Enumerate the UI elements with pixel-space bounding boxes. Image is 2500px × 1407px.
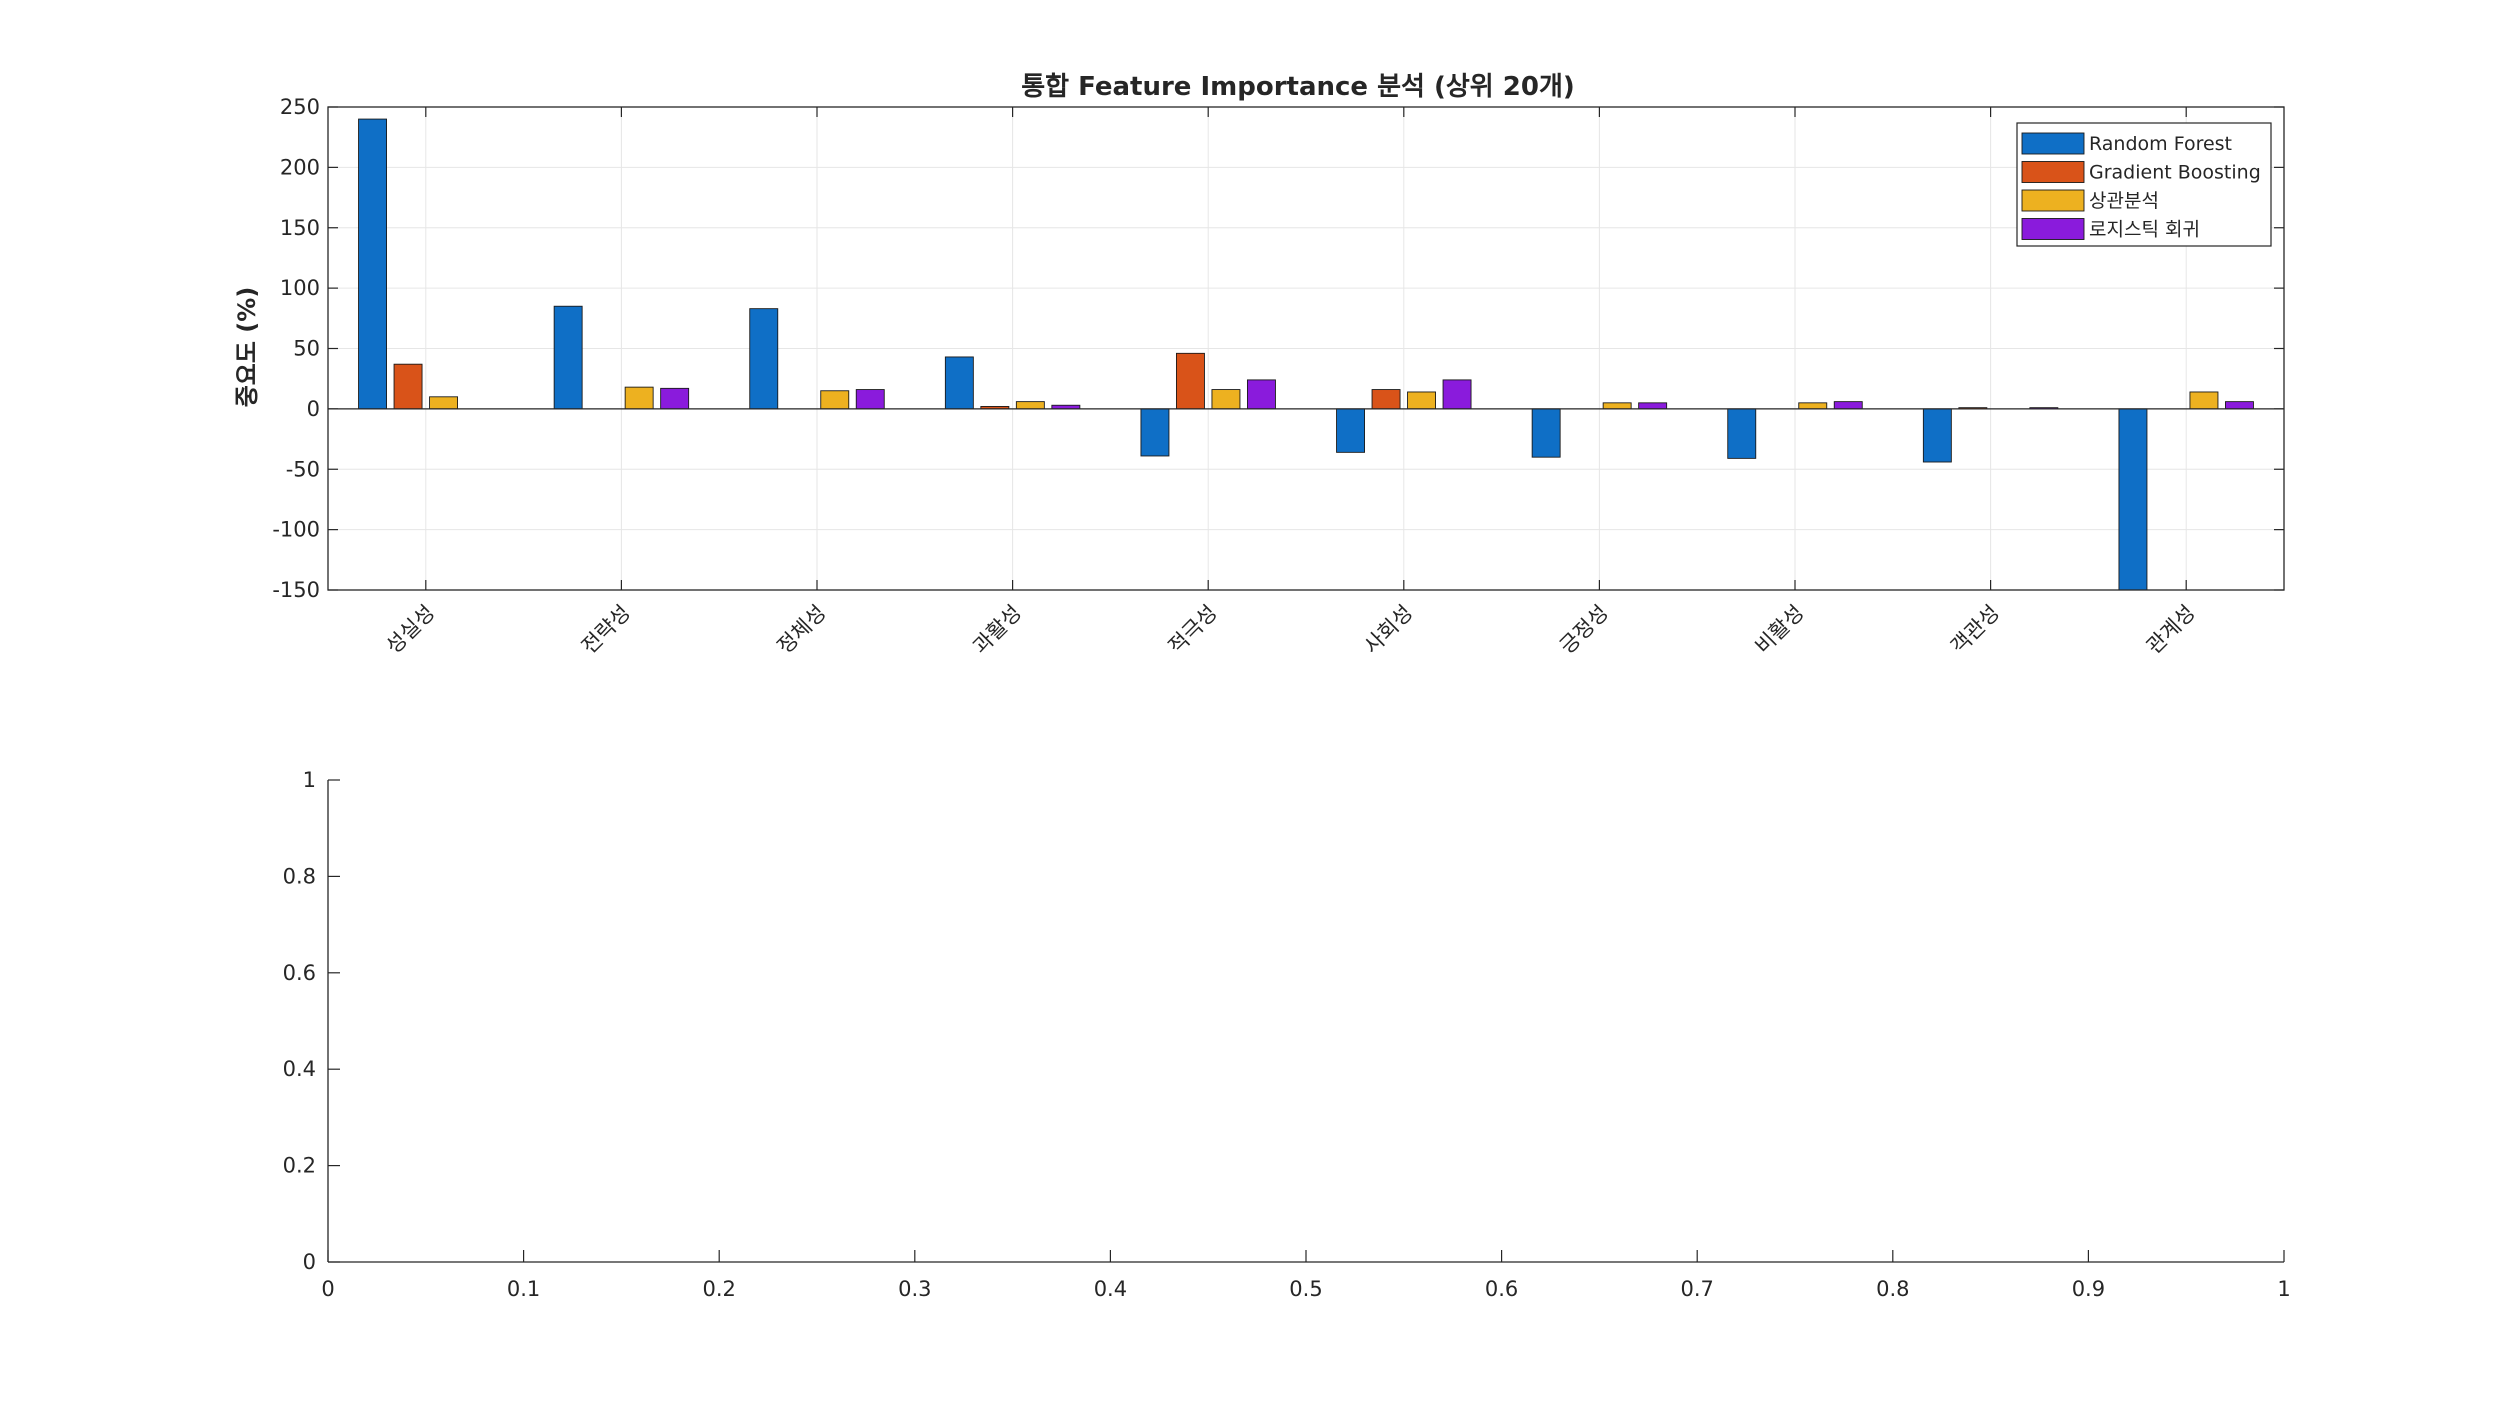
bar-gradient-boosting-5 [1371, 389, 1401, 410]
legend-label: Random Forest [2089, 133, 2232, 155]
bottom-x-tick-labels: 0 0.1 0.2 0.3 0.4 0.5 0.6 0.7 0.8 0.9 1 [321, 1250, 2291, 1301]
bar-random-forest-1 [553, 305, 583, 410]
bottom-x-tick-label: 0.8 [1876, 1277, 1909, 1301]
bar-random-forest-8 [1922, 408, 1952, 463]
y-tick-label: 150 [280, 216, 320, 240]
y-tick-label: 50 [293, 337, 320, 361]
bottom-y-tick-labels: 0 0.2 0.4 0.6 0.8 1 [283, 768, 340, 1274]
legend-swatch [2021, 161, 2085, 183]
bar-로지스틱-회귀-1 [660, 387, 690, 410]
bar-random-forest-4 [1140, 408, 1170, 457]
bar-상관분석-1 [624, 386, 654, 410]
y-tick-label: -150 [272, 578, 320, 602]
legend-swatch [2021, 218, 2085, 240]
grid-lines [328, 106, 2284, 591]
bar-로지스틱-회귀-9 [2224, 401, 2254, 410]
bottom-x-tick-label: 0.5 [1289, 1277, 1322, 1301]
bottom-x-tick-label: 0.4 [1094, 1277, 1127, 1301]
bar-series [358, 118, 2254, 591]
y-tick-label: 100 [280, 276, 320, 300]
legend-label: 로지스틱 회귀 [2089, 219, 2200, 241]
bottom-x-tick-label: 0.3 [898, 1277, 931, 1301]
bottom-x-tick-label: 0.7 [1680, 1277, 1713, 1301]
bottom-y-tick-label: 0.2 [283, 1154, 316, 1178]
x-tick-label: 전략성 [577, 601, 635, 659]
x-tick-label: 정체성 [773, 601, 831, 659]
bottom-x-tick-label: 0.2 [702, 1277, 735, 1301]
x-tick-label: 긍정성 [1555, 601, 1613, 659]
x-tick-label: 과활성 [968, 601, 1026, 659]
bottom-x-tick-label: 0 [321, 1277, 334, 1301]
x-tick-label: 성실성 [381, 601, 439, 659]
y-tick-label: 250 [280, 95, 320, 119]
y-tick-label: 0 [307, 397, 320, 421]
bottom-x-tick-label: 0.9 [2072, 1277, 2105, 1301]
importance-bar-chart: 통합 Feature Importance 분석 (상위 20개) 중요도 (%… [233, 72, 2285, 659]
bar-random-forest-6 [1531, 408, 1561, 458]
bar-로지스틱-회귀-6 [1638, 402, 1668, 410]
bar-상관분석-3 [1015, 401, 1045, 410]
bar-로지스틱-회귀-4 [1246, 379, 1276, 410]
x-tick-label: 객관성 [1946, 601, 2004, 659]
bottom-y-tick-label: 0 [303, 1250, 316, 1274]
bar-gradient-boosting-4 [1175, 352, 1205, 410]
x-tick-label: 관계성 [2142, 601, 2200, 659]
bar-상관분석-7 [1798, 402, 1828, 410]
bar-random-forest-7 [1727, 408, 1757, 459]
legend-swatch [2021, 189, 2085, 212]
bottom-y-tick-label: 1 [303, 768, 316, 792]
x-tick-label: 사회성 [1359, 601, 1417, 659]
bar-상관분석-9 [2189, 391, 2219, 410]
bar-상관분석-2 [820, 390, 850, 410]
y-tick-label: -100 [272, 518, 320, 542]
empty-axes: 0 0.2 0.4 0.6 0.8 1 0 0.1 0.2 0.3 0.4 0.5 0.6 0.7 0.8… [283, 768, 2291, 1301]
bar-상관분석-5 [1407, 391, 1437, 410]
x-tick-label: 비활성 [1751, 601, 1809, 659]
bar-상관분석-6 [1602, 402, 1632, 410]
bar-random-forest-9 [2118, 408, 2148, 591]
y-tick-label: 200 [280, 155, 320, 179]
chart-title: 통합 Feature Importance 분석 (상위 20개) [1021, 72, 1575, 102]
legend-label: Gradient Boosting [2089, 162, 2261, 184]
bar-로지스틱-회귀-2 [855, 389, 885, 410]
legend-label: 상관분석 [2089, 190, 2159, 212]
bottom-y-tick-label: 0.6 [283, 961, 316, 985]
bottom-y-tick-label: 0.8 [283, 864, 316, 888]
bottom-x-tick-label: 1 [2277, 1277, 2290, 1301]
y-axis-label: 중요도 (%) [233, 287, 261, 408]
bar-상관분석-0 [429, 396, 458, 410]
bar-상관분석-4 [1211, 389, 1241, 410]
bottom-y-tick-label: 0.4 [283, 1057, 316, 1081]
bar-random-forest-2 [749, 308, 779, 410]
bar-로지스틱-회귀-5 [1442, 379, 1472, 410]
bar-gradient-boosting-0 [393, 363, 423, 410]
y-tick-labels: 250 200 150 100 50 0 -50 -100 -150 [272, 95, 2284, 602]
y-tick-label: -50 [286, 457, 320, 481]
bottom-x-tick-label: 0.1 [507, 1277, 540, 1301]
bar-random-forest-3 [944, 356, 974, 410]
legend-swatch [2021, 132, 2085, 155]
bar-로지스틱-회귀-7 [1833, 401, 1863, 410]
x-tick-label: 적극성 [1164, 601, 1222, 659]
bar-random-forest-0 [358, 118, 387, 410]
bar-random-forest-5 [1336, 408, 1366, 453]
bottom-x-tick-label: 0.6 [1485, 1277, 1518, 1301]
x-tick-labels: 성실성 전략성 정체성 과활성 적극성 사회성 긍정성 비활성 객관성 관계성 [381, 107, 2200, 659]
